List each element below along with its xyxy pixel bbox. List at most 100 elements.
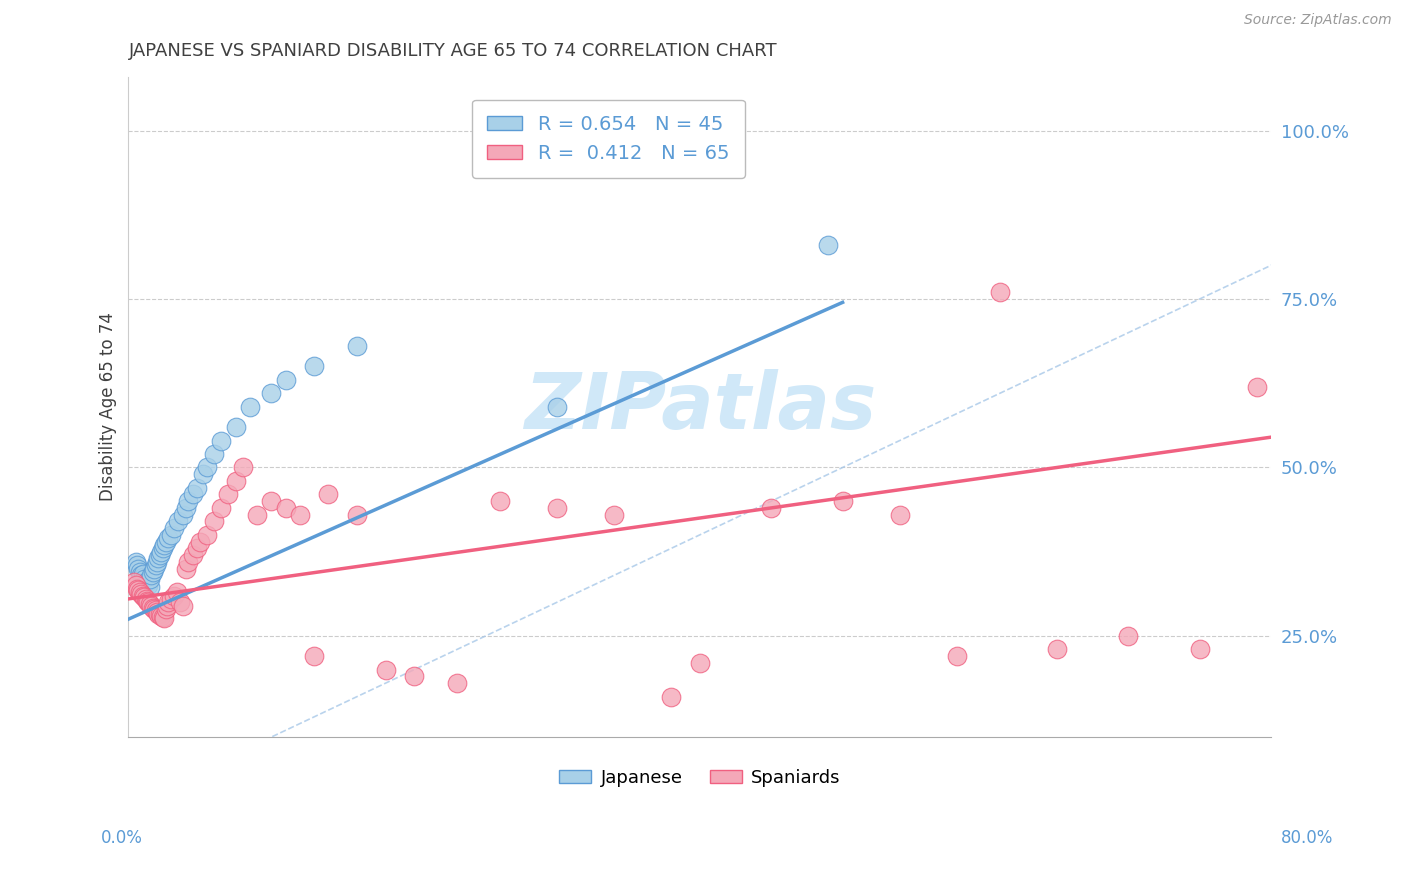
Point <box>186 481 208 495</box>
Point <box>202 515 225 529</box>
Point <box>139 572 162 586</box>
Point <box>195 460 218 475</box>
Point <box>288 508 311 522</box>
Point <box>274 500 297 515</box>
Point <box>172 508 194 522</box>
Point <box>135 575 157 590</box>
Point <box>946 649 969 664</box>
Point <box>1246 379 1268 393</box>
Point <box>169 595 191 609</box>
Point <box>174 500 197 515</box>
Point <box>260 494 283 508</box>
Point <box>546 400 568 414</box>
Point <box>181 548 204 562</box>
Point <box>127 583 149 598</box>
Point <box>346 339 368 353</box>
Y-axis label: Disability Age 65 to 74: Disability Age 65 to 74 <box>100 312 117 501</box>
Point <box>125 558 148 573</box>
Point <box>186 541 208 556</box>
Point <box>1188 642 1211 657</box>
Point <box>138 595 160 609</box>
Text: ZIPatlas: ZIPatlas <box>523 368 876 445</box>
Point <box>153 538 176 552</box>
Point <box>160 528 183 542</box>
Point <box>132 569 155 583</box>
Point <box>157 595 180 609</box>
Point <box>136 594 159 608</box>
Point <box>153 611 176 625</box>
Point <box>148 551 170 566</box>
Point <box>177 555 200 569</box>
Point <box>150 545 173 559</box>
Point <box>135 591 157 606</box>
Point <box>188 534 211 549</box>
Point <box>134 590 156 604</box>
Point <box>1116 629 1139 643</box>
Point <box>181 487 204 501</box>
Text: Source: ZipAtlas.com: Source: ZipAtlas.com <box>1244 13 1392 28</box>
Point <box>138 578 160 592</box>
Point <box>146 606 169 620</box>
Point <box>163 521 186 535</box>
Point <box>346 508 368 522</box>
Point <box>761 500 783 515</box>
Point <box>603 508 626 522</box>
Point <box>127 561 149 575</box>
Point <box>177 494 200 508</box>
Point <box>143 602 166 616</box>
Point <box>124 578 146 592</box>
Point <box>143 561 166 575</box>
Point <box>988 285 1011 300</box>
Point <box>155 534 177 549</box>
Point <box>142 600 165 615</box>
Point <box>145 558 167 573</box>
Point <box>124 555 146 569</box>
Point <box>149 548 172 562</box>
Point <box>136 576 159 591</box>
Point <box>125 582 148 596</box>
Point <box>141 599 163 613</box>
Text: JAPANESE VS SPANIARD DISABILITY AGE 65 TO 74 CORRELATION CHART: JAPANESE VS SPANIARD DISABILITY AGE 65 T… <box>128 42 778 60</box>
Point <box>831 494 853 508</box>
Point <box>404 669 426 683</box>
Point <box>191 467 214 482</box>
Text: 0.0%: 0.0% <box>101 829 143 847</box>
Point <box>209 434 232 448</box>
Point <box>146 555 169 569</box>
Point <box>152 610 174 624</box>
Point <box>689 656 711 670</box>
Point <box>142 565 165 579</box>
Point <box>239 400 262 414</box>
Text: 80.0%: 80.0% <box>1281 829 1333 847</box>
Point <box>122 575 145 590</box>
Point <box>172 599 194 613</box>
Point <box>132 566 155 581</box>
Point <box>318 487 340 501</box>
Point <box>488 494 510 508</box>
Point <box>131 568 153 582</box>
Point <box>150 608 173 623</box>
Point <box>225 420 247 434</box>
Point <box>152 541 174 556</box>
Point <box>195 528 218 542</box>
Point <box>149 607 172 622</box>
Point <box>374 663 396 677</box>
Point <box>157 531 180 545</box>
Point <box>217 487 239 501</box>
Point <box>129 585 152 599</box>
Point <box>202 447 225 461</box>
Point <box>209 500 232 515</box>
Point <box>139 597 162 611</box>
Point <box>155 602 177 616</box>
Point <box>302 649 325 664</box>
Point <box>260 386 283 401</box>
Point <box>546 500 568 515</box>
Point <box>167 515 190 529</box>
Point <box>134 572 156 586</box>
Point <box>148 607 170 621</box>
Point <box>889 508 911 522</box>
Point <box>163 589 186 603</box>
Point <box>1046 642 1069 657</box>
Point <box>131 587 153 601</box>
Point <box>446 676 468 690</box>
